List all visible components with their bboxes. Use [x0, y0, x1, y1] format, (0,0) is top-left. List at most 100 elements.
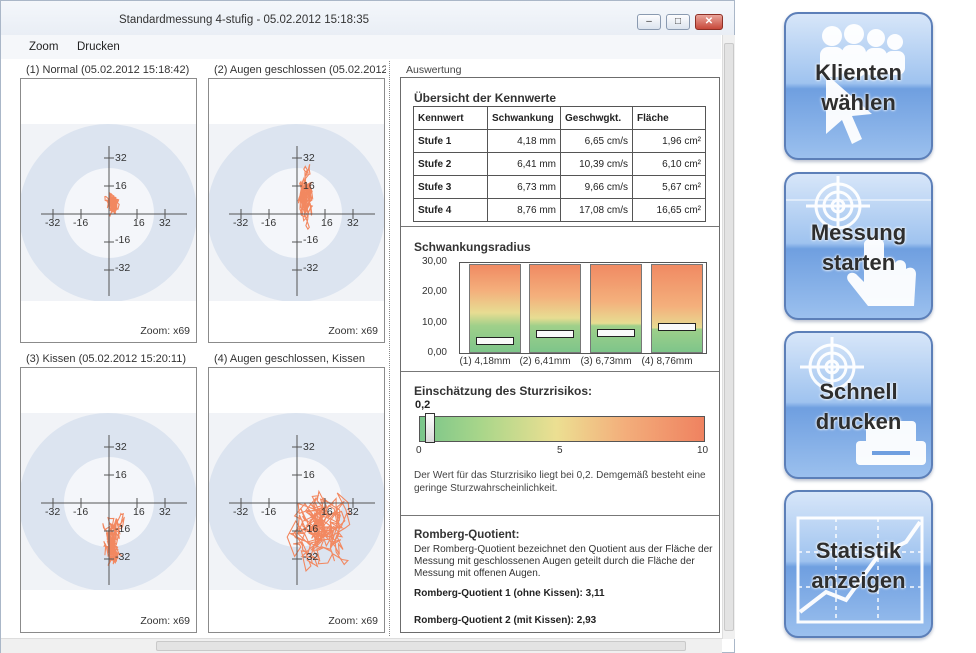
overview-table: Kennwert Schwankung Geschwgkt. Fläche St…: [413, 106, 706, 222]
axis-tick-label: 32: [347, 217, 359, 229]
maximize-icon: □: [674, 16, 682, 27]
axis-tick-label: -16: [115, 234, 131, 246]
table-row: Stufe 2 6,41 mm 10,39 cm/s 6,10 cm²: [413, 152, 706, 176]
sway-radius-title: Schwankungsradius: [414, 240, 531, 254]
sway-bar-label: (1) 4,18mm: [459, 356, 511, 367]
stabilogram-plot-1[interactable]: 32 16 -16 -32 -32 -16 16 32 Zoom: x69: [20, 78, 197, 343]
show-statistics-button[interactable]: Statistik anzeigen: [784, 490, 933, 638]
axis-tick-label: 16: [133, 217, 145, 229]
column-header: Kennwert: [413, 106, 488, 130]
sway-value-marker: [536, 329, 574, 338]
axis-tick-label: -32: [45, 506, 61, 518]
stabilogram-plot-2[interactable]: 32 16 -16 -32 -32 -16 16 32 Zoom: x69: [208, 78, 385, 343]
select-clients-button[interactable]: Klienten wählen: [784, 12, 933, 160]
start-measurement-button[interactable]: Messung starten: [784, 172, 933, 320]
fall-risk-note: Der Wert für das Sturzrisiko liegt bei 0…: [414, 470, 706, 494]
sway-trace: [104, 192, 120, 217]
axis-tick-label: 16: [133, 506, 145, 518]
horizontal-scroll-thumb[interactable]: [156, 641, 686, 651]
table-cell: 4,18 mm: [487, 129, 561, 153]
romberg-title: Romberg-Quotient:: [414, 529, 520, 541]
table-cell: 6,65 cm/s: [560, 129, 633, 153]
fall-risk-tick: 0: [416, 445, 422, 456]
sway-radius-chart: [459, 262, 707, 354]
fall-risk-title: Einschätzung des Sturzrisikos:: [414, 384, 593, 398]
plot-4-title: (4) Augen geschlossen, Kissen: [214, 353, 366, 365]
fall-risk-marker: [424, 413, 435, 443]
sway-value-marker: [597, 329, 635, 338]
zoom-label: Zoom: x69: [328, 615, 378, 627]
sway-trace: [297, 164, 314, 231]
plot-3-title: (3) Kissen (05.02.2012 15:20:11): [26, 353, 187, 365]
window-title: Standardmessung 4-stufig - 05.02.2012 15…: [119, 14, 369, 26]
sway-y-tick: 30,00: [421, 256, 447, 267]
axis-tick-label: -32: [45, 217, 61, 229]
sway-value-marker: [658, 323, 696, 331]
minimize-button[interactable]: –: [637, 14, 661, 30]
zoom-label: Zoom: x69: [328, 325, 378, 337]
menu-item-drucken[interactable]: Drucken: [77, 41, 120, 53]
axis-tick-label: -16: [303, 234, 319, 246]
table-header-row: Kennwert Schwankung Geschwgkt. Fläche: [413, 106, 706, 130]
plot-axes: [41, 435, 187, 585]
sway-bar-label: (2) 6,41mm: [519, 356, 571, 367]
section-divider: [401, 226, 719, 227]
axis-tick-label: -32: [115, 551, 131, 563]
column-header: Fläche: [632, 106, 706, 130]
plot-area: 32 16 -16 -32 -32 -16 16 32: [21, 413, 196, 590]
vertical-scroll-thumb[interactable]: [724, 43, 734, 631]
plot-area: 32 16 -16 -32 -32 -16 16 32: [21, 124, 196, 301]
plot-area: 32 16 -16 -32 -32 -16 16 32: [209, 124, 384, 301]
table-cell: 10,39 cm/s: [560, 152, 633, 176]
column-header: Schwankung: [487, 106, 561, 130]
plot-area: 32 16 -16 -32 -32 -16 16 32: [209, 413, 384, 590]
zoom-label: Zoom: x69: [140, 325, 190, 337]
plot-2-title: (2) Augen geschlossen (05.02.2012: [214, 64, 386, 76]
fall-risk-tick: 5: [557, 445, 563, 456]
axis-tick-label: -16: [303, 523, 319, 535]
axis-tick-label: -32: [303, 262, 319, 274]
axis-tick-label: 32: [159, 217, 171, 229]
stabilogram-plot-4[interactable]: 32 16 -16 -32 -32 -16 16 32 Zoom: x69: [208, 367, 385, 633]
axis-tick-label: 16: [321, 217, 333, 229]
axis-tick-label: 16: [303, 469, 315, 481]
quick-print-label-line2: drucken: [815, 409, 902, 434]
horizontal-scrollbar[interactable]: [1, 638, 722, 653]
plot-axes: [41, 146, 187, 296]
table-cell: 5,67 cm²: [632, 175, 706, 199]
sway-y-tick: 0,00: [427, 347, 447, 358]
start-measurement-label-line2: starten: [821, 250, 896, 275]
minimize-icon: –: [646, 16, 652, 27]
panel-splitter[interactable]: [389, 61, 390, 636]
column-header: Geschwgkt.: [560, 106, 633, 130]
target-hand-icon: [786, 176, 931, 306]
menu-bar: Zoom Drucken: [1, 35, 721, 59]
axis-tick-label: 16: [321, 506, 333, 518]
table-cell: Stufe 3: [413, 175, 488, 199]
statistics-chart-icon: [796, 516, 924, 624]
sway-bar: [469, 264, 521, 353]
stabilogram-plot-3[interactable]: 32 16 -16 -32 -32 -16 16 32 Zoom: x69: [20, 367, 197, 633]
section-divider: [401, 515, 719, 516]
axis-tick-label: 16: [303, 180, 315, 192]
table-cell: 17,08 cm/s: [560, 198, 633, 222]
show-statistics-label-line2: anzeigen: [811, 568, 906, 593]
title-bar[interactable]: Standardmessung 4-stufig - 05.02.2012 15…: [1, 1, 734, 35]
table-cell: 8,76 mm: [487, 198, 561, 222]
sway-bar-label: (4) 8,76mm: [641, 356, 693, 367]
show-statistics-label-line1: Statistik: [815, 538, 902, 563]
quick-print-button[interactable]: Schnell drucken: [784, 331, 933, 479]
axis-tick-label: -32: [233, 217, 249, 229]
table-row: Stufe 3 6,73 mm 9,66 cm/s 5,67 cm²: [413, 175, 706, 199]
axis-tick-label: -32: [115, 262, 131, 274]
axis-tick-label: 16: [115, 180, 127, 192]
maximize-button[interactable]: □: [666, 14, 690, 30]
vertical-scrollbar[interactable]: [722, 35, 735, 639]
menu-item-zoom[interactable]: Zoom: [29, 41, 59, 53]
measurement-window: Standardmessung 4-stufig - 05.02.2012 15…: [0, 0, 735, 653]
close-button[interactable]: ✕: [695, 14, 723, 30]
table-cell: 6,10 cm²: [632, 152, 706, 176]
close-icon: ✕: [704, 16, 714, 27]
quick-print-label-line1: Schnell: [819, 379, 898, 404]
romberg-quotient-2: Romberg-Quotient 2 (mit Kissen): 2,93: [414, 615, 597, 626]
